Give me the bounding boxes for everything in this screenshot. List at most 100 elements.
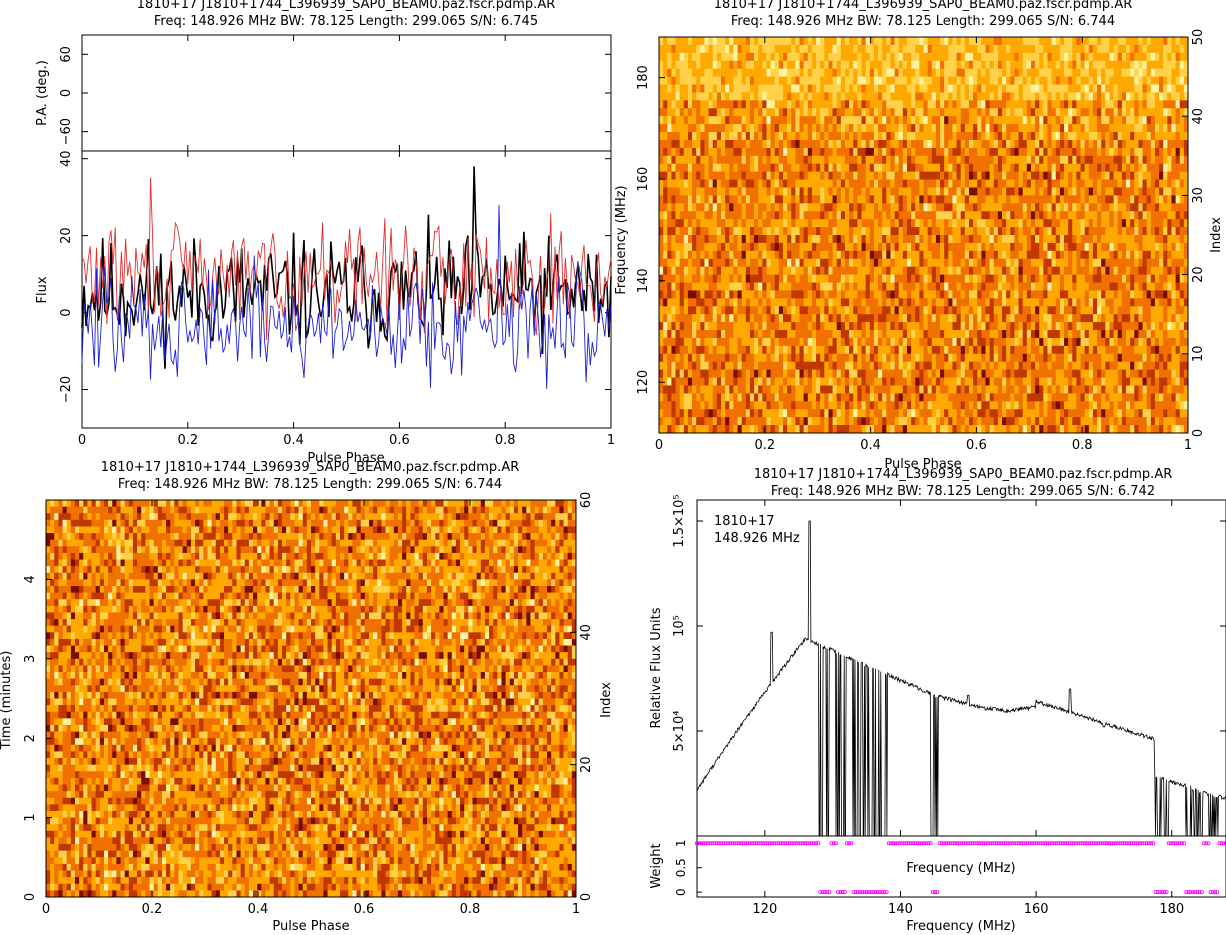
freq-phase-cell	[725, 219, 730, 228]
freq-phase-cell	[840, 163, 846, 173]
freq-phase-cell	[1171, 187, 1176, 196]
freq-phase-cell	[968, 337, 974, 347]
freq-phase-cell	[787, 306, 792, 315]
freq-phase-cell	[1030, 274, 1036, 283]
freq-phase-cell	[799, 314, 805, 323]
freq-phase-cell	[1064, 274, 1069, 283]
freq-phase-cell	[927, 147, 933, 157]
freq-phase-cell	[1026, 274, 1032, 283]
freq-phase-cell	[716, 44, 722, 54]
freq-phase-cell	[716, 290, 722, 299]
freq-phase-cell	[1154, 139, 1160, 149]
freq-phase-cell	[931, 250, 937, 260]
freq-phase-cell	[1030, 290, 1036, 299]
freq-phase-cell	[1138, 100, 1143, 109]
freq-phase-cell	[1183, 306, 1189, 315]
freq-phase-cell	[807, 84, 813, 93]
freq-phase-cell	[844, 274, 850, 283]
freq-phase-cell	[836, 163, 842, 173]
freq-phase-cell	[894, 203, 900, 212]
freq-phase-cell	[659, 116, 664, 125]
freq-phase-cell	[890, 100, 895, 109]
freq-phase-cell	[671, 258, 676, 268]
freq-phase-cell	[737, 306, 743, 315]
freq-phase-cell	[787, 195, 792, 204]
freq-phase-cell	[1154, 100, 1160, 109]
freq-phase-cell	[791, 227, 796, 236]
freq-phase-cell	[993, 171, 999, 180]
freq-phase-cell	[741, 179, 747, 188]
freq-phase-cell	[778, 306, 784, 315]
freq-phase-cell	[857, 124, 862, 133]
freq-phase-cell	[1088, 84, 1094, 93]
freq-phase-cell	[927, 124, 933, 133]
freq-phase-cell	[956, 258, 962, 268]
freq-phase-cell	[927, 155, 933, 165]
freq-phase-cell	[981, 219, 986, 228]
freq-phase-cell	[886, 337, 891, 347]
freq-phase-cell	[952, 37, 957, 46]
freq-phase-cell	[1154, 282, 1160, 291]
freq-phase-cell	[927, 258, 933, 268]
freq-phase-cell	[807, 266, 813, 275]
freq-phase-cell	[1022, 52, 1028, 62]
freq-phase-cell	[720, 44, 726, 54]
freq-phase-cell	[1064, 306, 1069, 315]
freq-phase-cell	[902, 60, 908, 70]
freq-phase-cell	[1055, 330, 1061, 339]
freq-phase-cell	[931, 132, 937, 141]
freq-phase-cell	[758, 290, 763, 299]
freq-phase-cell	[1051, 227, 1057, 236]
freq-phase-cell	[985, 124, 991, 133]
freq-phase-cell	[683, 76, 689, 85]
freq-phase-cell	[1092, 179, 1098, 188]
freq-phase-cell	[745, 266, 751, 275]
freq-phase-cell	[1022, 227, 1028, 236]
freq-phase-cell	[1055, 179, 1061, 188]
freq-phase-cell	[844, 116, 850, 125]
freq-phase-cell	[820, 100, 825, 109]
freq-phase-cell	[1039, 37, 1044, 46]
freq-phase-cell	[687, 52, 693, 62]
freq-phase-cell	[915, 250, 920, 260]
freq-phase-cell	[968, 92, 974, 101]
freq-phase-cell	[964, 132, 970, 141]
freq-phase-cell	[898, 155, 904, 165]
freq-phase-cell	[1080, 219, 1086, 228]
freq-phase-cell	[894, 132, 900, 141]
freq-phase-cell	[712, 235, 718, 244]
freq-phase-cell	[894, 108, 900, 117]
freq-phase-cell	[716, 298, 722, 307]
freq-phase-cell	[948, 179, 953, 188]
freq-phase-cell	[778, 76, 784, 85]
freq-phase-cell	[1010, 171, 1015, 180]
freq-phase-cell	[1179, 187, 1185, 196]
freq-phase-cell	[1126, 322, 1131, 331]
freq-phase-cell	[659, 100, 664, 109]
freq-phase-cell	[1014, 171, 1019, 180]
freq-phase-cell	[671, 52, 676, 62]
freq-phase-cell	[989, 84, 995, 93]
freq-phase-cell	[853, 155, 858, 165]
freq-phase-cell	[1059, 84, 1065, 93]
freq-phase-cell	[1088, 187, 1094, 196]
freq-phase-cell	[1109, 52, 1115, 62]
freq-phase-cell	[977, 250, 982, 260]
freq-phase-cell	[993, 187, 999, 196]
freq-phase-cell	[1064, 124, 1069, 133]
freq-phase-cell	[849, 68, 854, 77]
freq-phase-cell	[749, 314, 755, 323]
freq-phase-cell	[708, 139, 714, 149]
freq-phase-cell	[849, 187, 854, 196]
freq-phase-cell	[729, 337, 734, 347]
freq-phase-cell	[964, 76, 970, 85]
freq-phase-cell	[997, 298, 1003, 307]
freq-phase-cell	[902, 139, 908, 149]
freq-phase-cell	[985, 100, 991, 109]
freq-phase-cell	[840, 52, 846, 62]
freq-phase-cell	[1043, 76, 1048, 85]
freq-phase-cell	[1039, 92, 1044, 101]
freq-phase-cell	[997, 68, 1003, 77]
freq-phase-cell	[853, 76, 858, 85]
freq-phase-cell	[671, 44, 676, 54]
